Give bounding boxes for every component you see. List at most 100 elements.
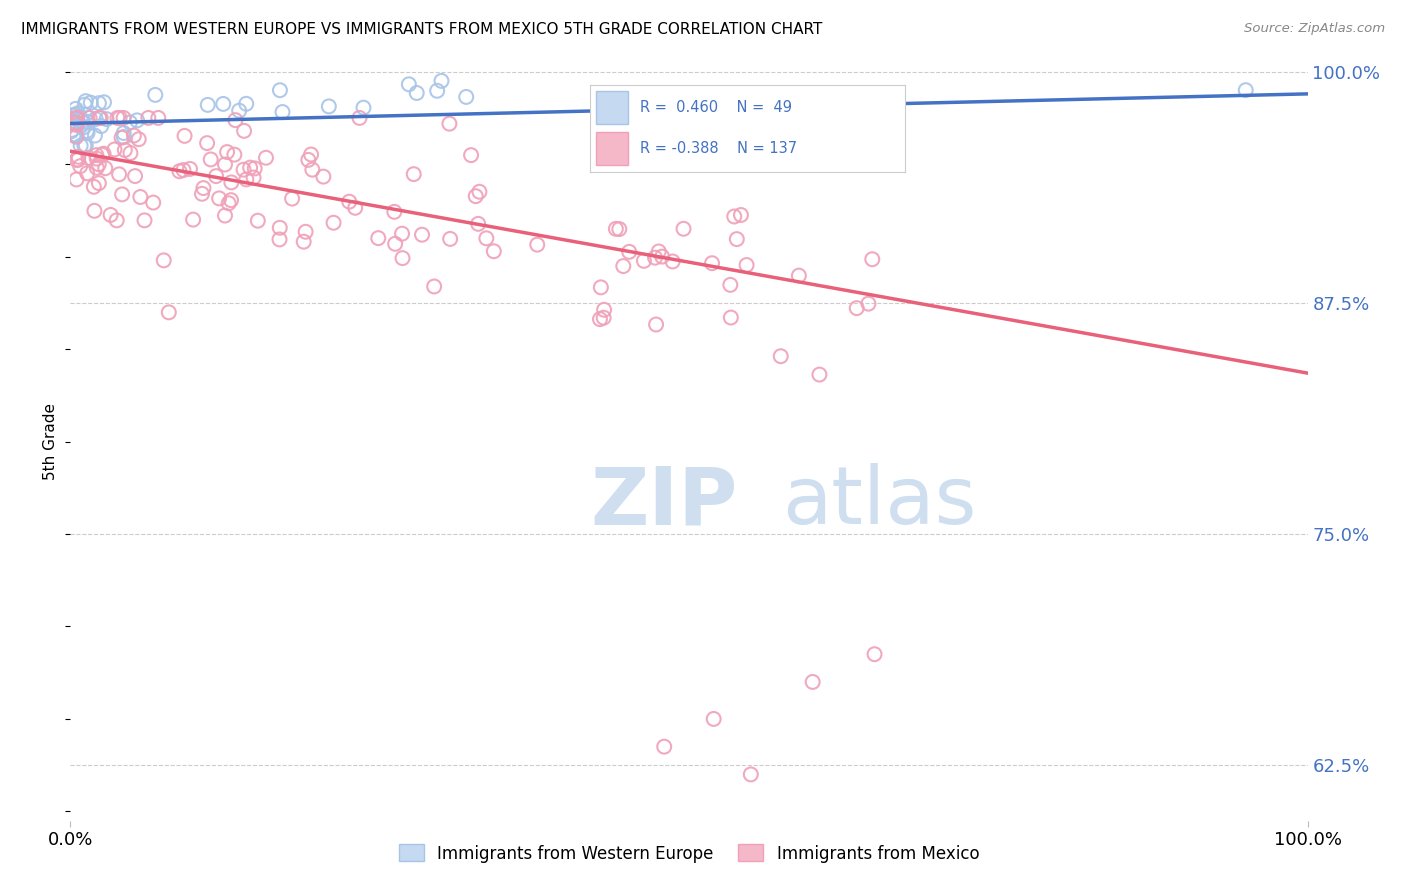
Point: [138, 111, 160, 125]
Point: [134, 213, 156, 227]
Point: [69, 138, 91, 153]
Point: [723, 210, 745, 224]
Text: atlas: atlas: [782, 463, 976, 541]
Point: [391, 227, 413, 241]
Point: [87, 157, 110, 171]
Point: [86, 161, 108, 175]
Point: [66, 106, 89, 120]
Point: [70, 119, 93, 133]
Point: [808, 368, 831, 382]
Point: [65, 128, 87, 142]
Point: [65, 102, 87, 116]
Point: [83, 203, 105, 218]
Point: [75, 108, 97, 122]
Point: [482, 244, 505, 259]
Point: [84, 128, 107, 143]
Point: [224, 113, 246, 128]
Point: [86, 152, 108, 166]
Point: [79, 111, 101, 125]
Point: [107, 111, 129, 125]
Point: [423, 279, 446, 293]
Point: [439, 232, 461, 246]
Point: [60, 124, 83, 138]
Point: [858, 296, 880, 310]
Point: [322, 216, 344, 230]
Point: [592, 310, 614, 325]
Point: [456, 90, 478, 104]
Point: [62, 128, 84, 143]
Point: [337, 194, 360, 209]
Point: [208, 191, 231, 205]
Point: [60, 114, 83, 128]
Point: [294, 225, 316, 239]
Point: [125, 113, 148, 128]
Point: [118, 115, 141, 129]
Point: [195, 136, 218, 150]
Point: [73, 97, 96, 112]
Point: [65, 172, 87, 186]
Point: [845, 301, 868, 315]
Point: [349, 111, 371, 125]
Text: Source: ZipAtlas.com: Source: ZipAtlas.com: [1244, 22, 1385, 36]
Point: [96, 112, 118, 127]
Point: [232, 162, 254, 177]
Point: [112, 111, 135, 125]
Point: [73, 138, 96, 153]
Point: [65, 108, 87, 122]
Point: [205, 169, 228, 183]
Point: [65, 153, 87, 167]
Point: [122, 128, 145, 143]
Legend: Immigrants from Western Europe, Immigrants from Mexico: Immigrants from Western Europe, Immigran…: [392, 838, 986, 869]
Point: [200, 153, 222, 167]
Point: [157, 305, 180, 319]
Point: [75, 138, 97, 153]
Point: [593, 302, 616, 317]
Point: [191, 186, 214, 201]
Point: [242, 170, 264, 185]
Point: [181, 212, 204, 227]
Point: [228, 103, 250, 118]
Point: [90, 111, 112, 125]
Point: [467, 217, 489, 231]
Point: [233, 124, 256, 138]
Point: [703, 712, 725, 726]
Point: [72, 120, 94, 135]
Point: [100, 208, 122, 222]
Point: [299, 147, 322, 161]
Point: [87, 96, 110, 111]
Point: [475, 231, 498, 245]
Point: [77, 115, 100, 129]
Point: [66, 111, 89, 125]
Point: [769, 349, 792, 363]
Point: [221, 175, 243, 189]
Point: [114, 143, 136, 157]
Point: [129, 190, 152, 204]
Point: [239, 161, 262, 175]
Point: [169, 164, 191, 178]
Point: [112, 130, 135, 145]
Point: [651, 250, 673, 264]
Point: [787, 268, 810, 283]
Point: [152, 253, 174, 268]
Point: [301, 162, 323, 177]
Point: [411, 227, 433, 242]
Point: [526, 237, 548, 252]
Point: [214, 209, 236, 223]
Point: [172, 163, 194, 178]
Point: [219, 193, 242, 207]
Point: [801, 675, 824, 690]
Point: [173, 128, 195, 143]
Point: [281, 192, 304, 206]
Point: [725, 232, 748, 246]
Point: [65, 111, 87, 125]
Point: [76, 166, 98, 180]
Point: [644, 251, 666, 265]
Point: [67, 150, 90, 164]
Point: [214, 157, 236, 171]
Point: [77, 151, 100, 165]
Point: [718, 277, 741, 292]
Point: [648, 244, 671, 259]
Point: [76, 126, 98, 140]
Point: [269, 220, 291, 235]
Point: [384, 236, 406, 251]
